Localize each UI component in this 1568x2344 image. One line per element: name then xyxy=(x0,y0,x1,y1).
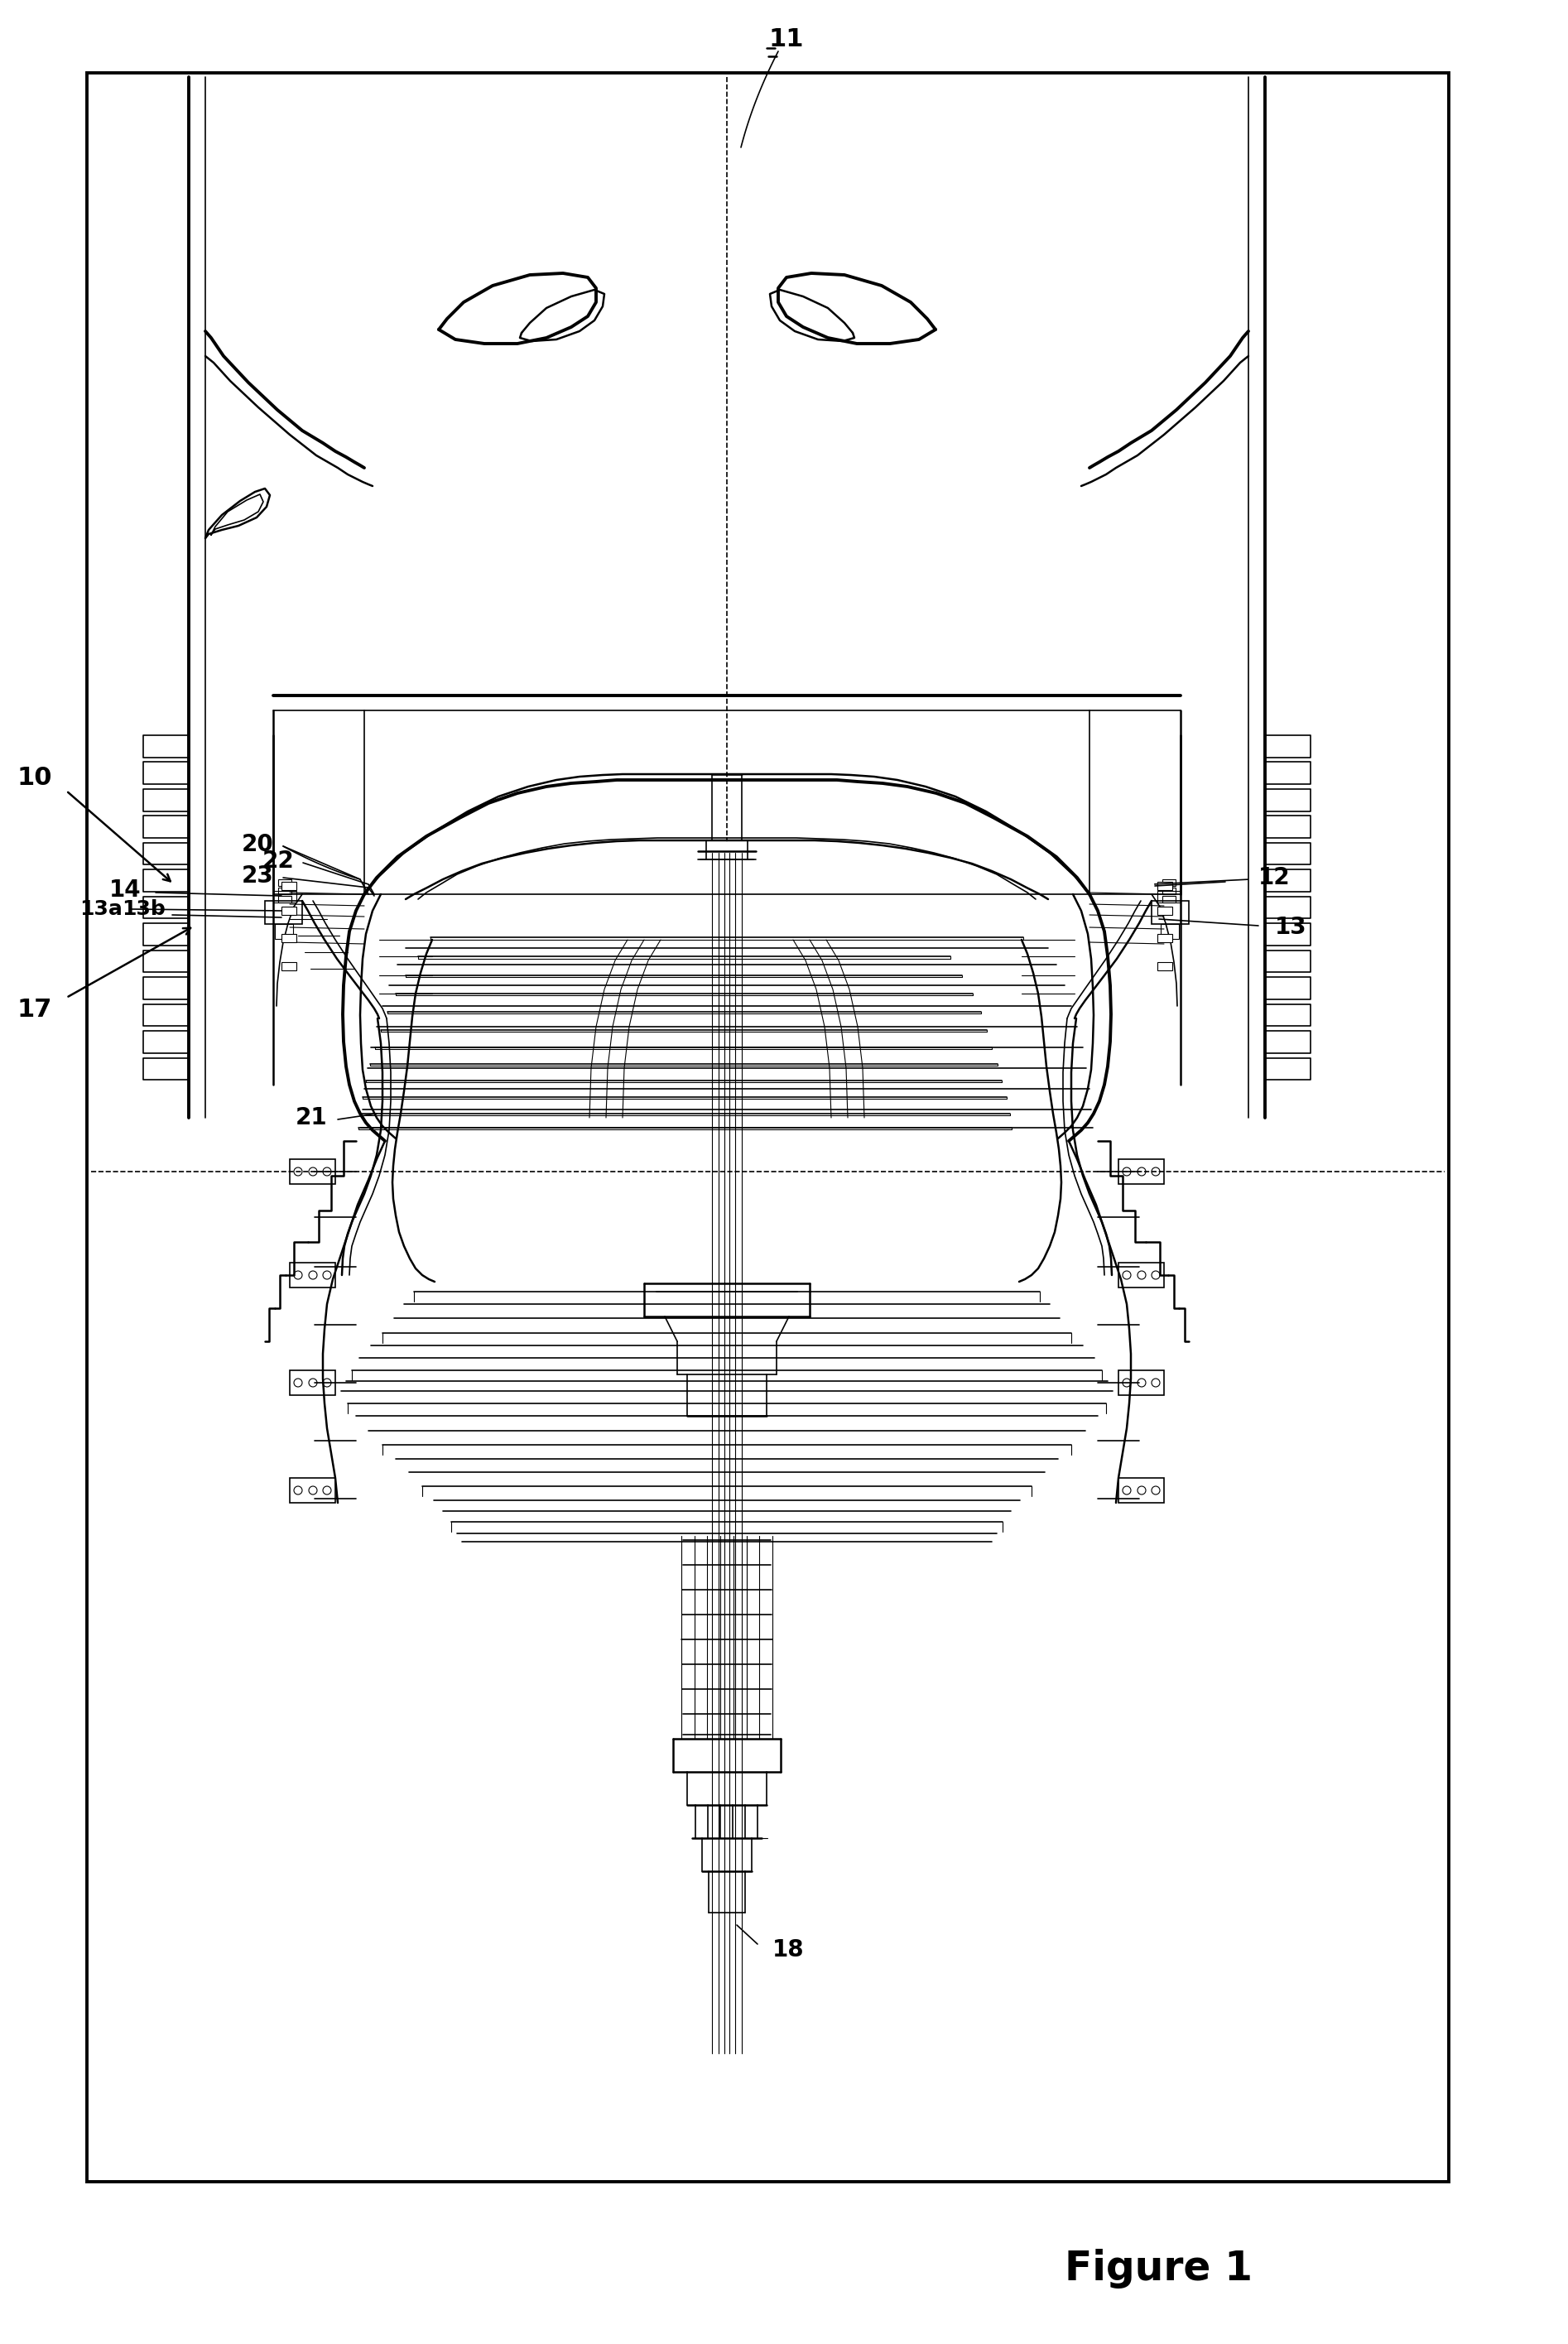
Bar xyxy=(86,73,1449,2182)
Bar xyxy=(1118,1160,1163,1184)
Bar xyxy=(290,1160,336,1184)
Bar xyxy=(282,933,296,942)
Text: 10: 10 xyxy=(17,766,52,790)
Bar xyxy=(1118,1263,1163,1287)
Text: 20: 20 xyxy=(241,832,273,856)
Bar xyxy=(273,891,296,902)
Bar xyxy=(274,924,293,940)
Bar xyxy=(1162,879,1176,886)
Bar xyxy=(1157,891,1181,902)
Bar xyxy=(290,1263,336,1287)
Bar xyxy=(290,1371,336,1395)
Text: 14: 14 xyxy=(108,879,141,902)
Bar xyxy=(1157,907,1173,914)
Bar xyxy=(1118,1371,1163,1395)
Text: 23: 23 xyxy=(241,865,273,888)
Bar xyxy=(282,907,296,914)
Text: 22: 22 xyxy=(262,849,293,872)
Bar xyxy=(282,881,296,891)
Text: Figure 1: Figure 1 xyxy=(1065,2248,1253,2288)
Bar xyxy=(1162,888,1176,893)
Bar xyxy=(282,961,296,970)
Text: 13: 13 xyxy=(1275,917,1306,940)
Bar xyxy=(278,888,292,893)
Bar xyxy=(1118,1479,1163,1503)
Text: 12: 12 xyxy=(1259,865,1290,888)
Bar xyxy=(290,1479,336,1503)
Bar xyxy=(1160,924,1179,940)
Text: 21: 21 xyxy=(295,1106,328,1130)
Text: 17: 17 xyxy=(17,999,52,1022)
Bar xyxy=(265,900,303,924)
Bar xyxy=(278,895,292,902)
Text: 13b: 13b xyxy=(122,900,166,919)
Text: 18: 18 xyxy=(771,1938,804,1962)
Text: 11: 11 xyxy=(768,28,804,52)
Text: 13a: 13a xyxy=(80,900,122,919)
Bar xyxy=(1162,895,1176,902)
Bar xyxy=(1151,900,1189,924)
Bar xyxy=(1157,881,1173,891)
Bar xyxy=(1157,933,1173,942)
Bar xyxy=(1157,961,1173,970)
Bar xyxy=(278,879,292,886)
